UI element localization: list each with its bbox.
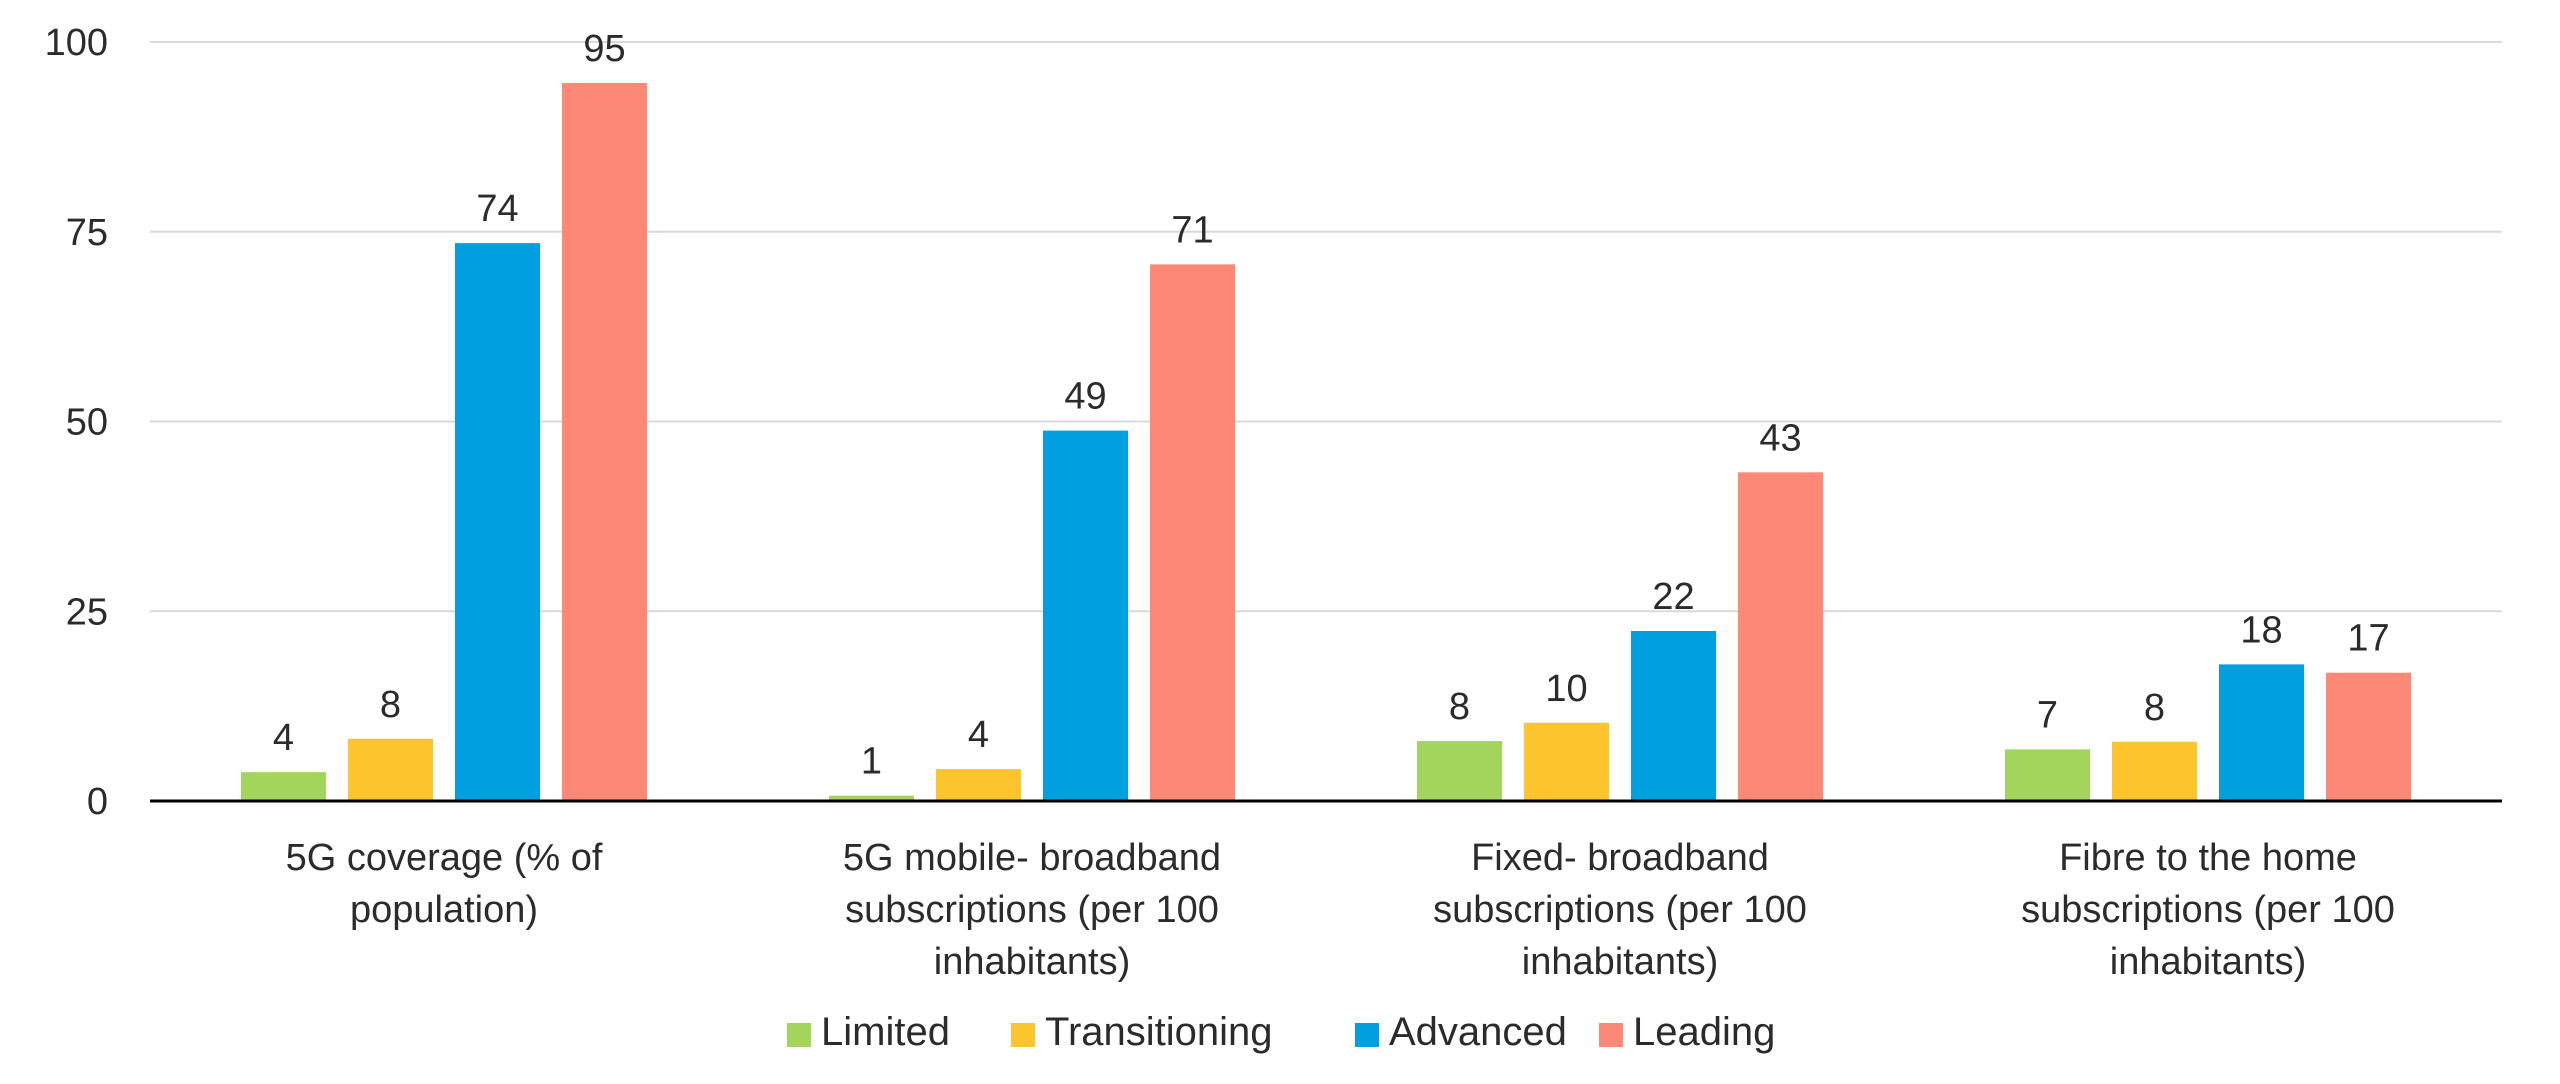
- data-label-transitioning-1: 8: [380, 684, 401, 726]
- legend-swatch-limited: [787, 1023, 811, 1047]
- legend-label-leading: Leading: [1633, 1010, 1775, 1054]
- bar-transitioning-3: [1524, 722, 1609, 801]
- data-label-advanced-4: 18: [2240, 609, 2282, 651]
- y-tick-label-25: 25: [66, 591, 108, 633]
- legend-item-transitioning: Transitioning: [1011, 1010, 1273, 1054]
- legend-swatch-leading: [1599, 1023, 1623, 1047]
- category-label-line: 5G coverage (% of: [286, 837, 603, 879]
- legend: Limited Transitioning Advanced Leading: [787, 1010, 1775, 1054]
- category-label-line: subscriptions (per 100: [845, 889, 1219, 931]
- legend-item-advanced: Advanced: [1355, 1010, 1567, 1054]
- bar-leading-2: [1150, 264, 1235, 802]
- bar-transitioning-2: [936, 769, 1021, 801]
- data-labels: 4 8 74 95 1 4 49 71 8 10 22 43 7 8 18 17: [273, 28, 2390, 783]
- bar-transitioning-1: [348, 738, 433, 801]
- bar-advanced-3: [1631, 630, 1716, 801]
- data-label-limited-3: 8: [1449, 686, 1470, 728]
- data-label-leading-1: 95: [583, 28, 625, 70]
- category-label-3: Fixed- broadband subscriptions (per 100 in…: [1433, 837, 1807, 983]
- bar-limited-1: [241, 772, 326, 801]
- data-label-leading-3: 43: [1759, 417, 1801, 459]
- data-label-transitioning-3: 10: [1545, 668, 1587, 710]
- bar-limited-3: [1417, 741, 1502, 801]
- y-tick-label-75: 75: [66, 212, 108, 254]
- bar-leading-3: [1738, 472, 1823, 801]
- data-label-limited-4: 7: [2037, 694, 2058, 736]
- data-label-limited-2: 1: [861, 741, 882, 783]
- category-labels: 5G coverage (% of population) 5G mobile- b…: [286, 837, 2395, 983]
- bars: [241, 82, 2411, 802]
- category-label-line: inhabitants): [2110, 941, 2306, 983]
- bar-advanced-1: [455, 243, 540, 801]
- data-label-leading-4: 17: [2347, 618, 2389, 660]
- data-label-advanced-1: 74: [476, 188, 518, 230]
- data-label-leading-2: 71: [1171, 209, 1213, 251]
- legend-swatch-advanced: [1355, 1023, 1379, 1047]
- category-label-line: inhabitants): [1522, 941, 1718, 983]
- y-tick-label-0: 0: [87, 781, 108, 823]
- bar-transitioning-4: [2112, 741, 2197, 801]
- legend-label-limited: Limited: [821, 1010, 950, 1054]
- bar-advanced-4: [2219, 664, 2304, 801]
- category-label-2: 5G mobile- broadband subscriptions (per 1…: [843, 837, 1221, 983]
- data-label-limited-1: 4: [273, 717, 294, 759]
- category-label-line: subscriptions (per 100: [2021, 889, 2395, 931]
- legend-item-limited: Limited: [787, 1010, 950, 1054]
- category-label-line: 5G mobile- broadband: [843, 837, 1221, 879]
- data-label-advanced-3: 22: [1652, 576, 1694, 618]
- bar-advanced-2: [1043, 430, 1128, 801]
- bar-limited-2: [829, 795, 914, 801]
- category-label-line: inhabitants): [934, 941, 1130, 983]
- category-label-4: Fibre to the home subscriptions (per 100 i…: [2021, 837, 2395, 983]
- legend-swatch-transitioning: [1011, 1023, 1035, 1047]
- category-label-line: Fixed- broadband: [1471, 837, 1769, 879]
- bar-leading-1: [562, 82, 647, 801]
- legend-item-leading: Leading: [1599, 1010, 1775, 1054]
- bar-leading-4: [2326, 672, 2411, 801]
- category-label-1: 5G coverage (% of population): [286, 837, 603, 931]
- category-label-line: subscriptions (per 100: [1433, 889, 1807, 931]
- legend-label-transitioning: Transitioning: [1045, 1010, 1273, 1054]
- y-tick-label-50: 50: [66, 402, 108, 444]
- data-label-transitioning-4: 8: [2144, 687, 2165, 729]
- data-label-transitioning-2: 4: [968, 714, 989, 756]
- gridlines: [150, 41, 2502, 613]
- category-label-line: population): [350, 889, 538, 931]
- category-label-line: Fibre to the home: [2059, 837, 2357, 879]
- legend-label-advanced: Advanced: [1389, 1010, 1567, 1054]
- y-axis-ticks: 0 25 50 75 100: [45, 22, 108, 823]
- bar-limited-4: [2005, 749, 2090, 801]
- y-tick-label-100: 100: [45, 22, 108, 64]
- data-label-advanced-2: 49: [1064, 376, 1106, 418]
